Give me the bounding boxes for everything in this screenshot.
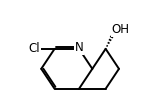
Text: N: N (75, 41, 83, 54)
Text: Cl: Cl (29, 42, 40, 55)
Text: OH: OH (112, 23, 130, 37)
